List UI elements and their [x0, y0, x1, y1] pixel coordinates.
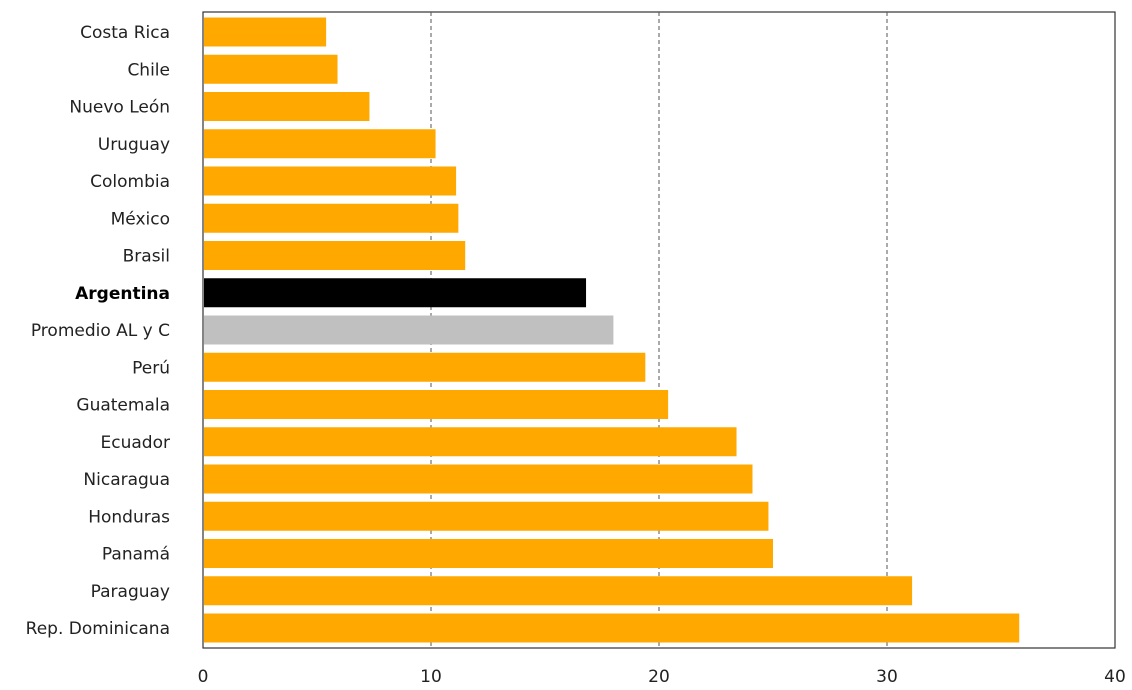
bar: [204, 166, 457, 196]
bar: [204, 129, 436, 159]
category-label: Guatemala: [76, 396, 170, 416]
bar: [204, 203, 459, 233]
x-tick-label: 10: [420, 667, 442, 687]
category-labels: Costa Rica Chile Nuevo León Uruguay Colombia…: [26, 23, 170, 639]
category-label: Nicaragua: [83, 470, 170, 490]
category-label: Paraguay: [91, 582, 170, 602]
category-label: México: [111, 209, 170, 229]
x-tick-label: 40: [1104, 667, 1126, 687]
bar: [204, 315, 614, 345]
category-label: Perú: [132, 358, 170, 378]
category-label: Uruguay: [98, 135, 170, 155]
bar: [204, 427, 737, 457]
bar: [204, 17, 327, 47]
bar: [204, 241, 466, 270]
bar: [204, 92, 370, 121]
category-label: Nuevo León: [69, 98, 170, 118]
category-label: Brasil: [123, 247, 170, 267]
bars: [204, 17, 1020, 643]
bar: [204, 390, 669, 419]
category-label: Chile: [127, 60, 170, 80]
category-label: Panamá: [102, 545, 170, 565]
x-tick-label: 30: [876, 667, 898, 687]
bar: [204, 54, 338, 84]
category-label: Costa Rica: [80, 23, 170, 43]
bar: [204, 539, 773, 568]
bar: [204, 352, 646, 382]
x-tick-labels: 0 10 20 30 40: [198, 667, 1126, 687]
x-tick-label: 20: [648, 667, 670, 687]
category-label: Argentina: [75, 284, 170, 304]
category-label: Rep. Dominicana: [26, 619, 170, 639]
category-label: Ecuador: [101, 433, 170, 453]
bar: [204, 613, 1020, 643]
bar: [204, 464, 753, 494]
x-tick-label: 0: [198, 667, 209, 687]
bar: [204, 576, 913, 606]
bar: [204, 501, 769, 531]
bar: [204, 278, 587, 308]
category-label: Honduras: [88, 507, 170, 527]
category-label: Colombia: [90, 172, 170, 192]
category-label: Promedio AL y C: [31, 321, 170, 341]
